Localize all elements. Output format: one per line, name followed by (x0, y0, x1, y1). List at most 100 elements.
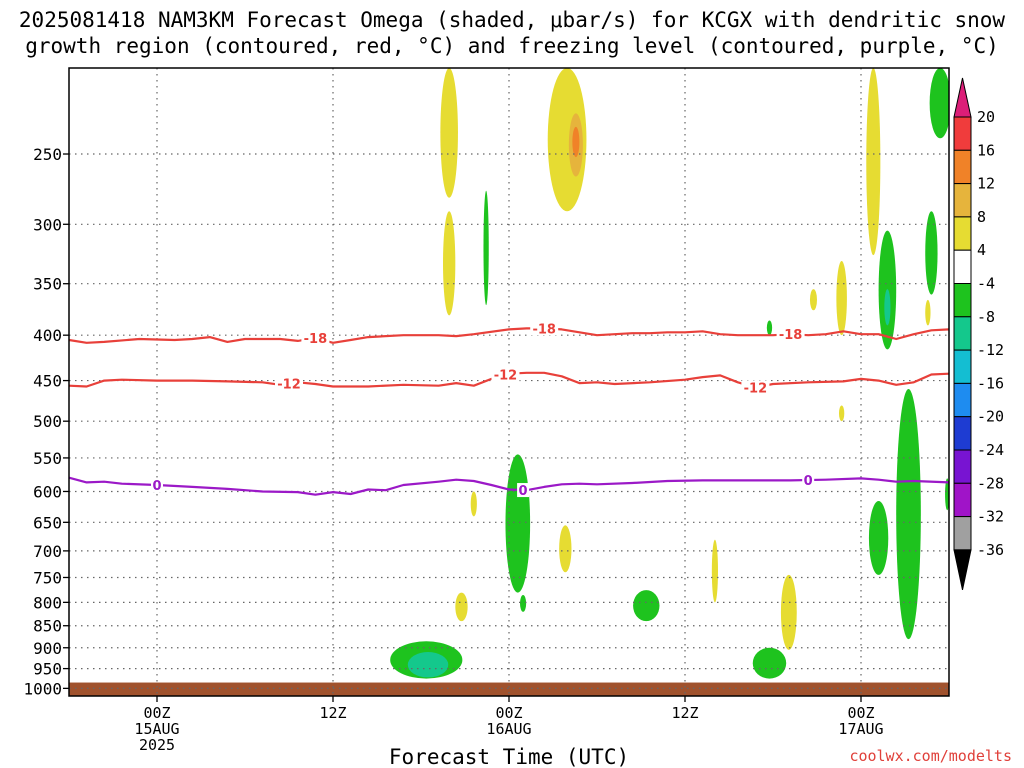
chart-title-line-1: 2025081418 NAM3KM Forecast Omega (shaded… (19, 8, 1006, 32)
colorbar-label-12: -12 (977, 341, 1004, 359)
y-axis: 250 300 350 400 450 500 550 600 650 700 750 800 850 9… (23, 145, 69, 698)
x-tick-label-10-0: 12Z (319, 704, 346, 722)
colorbar-swatch-5 (953, 283, 972, 318)
colorbar-label-20: 20 (977, 108, 995, 126)
contour-label-bg-1-0 (275, 376, 303, 391)
omega-region-2 (483, 190, 489, 306)
contour-label-0-2: -18 (779, 328, 803, 343)
contour-label-bg-0-2 (776, 327, 805, 342)
x-tick-label-30-0: 12Z (671, 704, 698, 722)
contour-label-bg-0-1 (530, 321, 559, 336)
colorbar: 20 16 12 8 4 -4 -8 -12 -16 -20 -24 -28 -32 -36 (953, 77, 1004, 591)
contour-label-0-1: -18 (532, 322, 556, 337)
omega-region-17 (766, 320, 773, 336)
contour-label-1-0: -12 (277, 378, 301, 393)
omega-region-28 (896, 389, 921, 640)
colorbar-swatch-11 (953, 482, 972, 518)
contour-label-1-1: -12 (494, 369, 518, 384)
omega-region-1 (443, 211, 456, 316)
chart-title-line-2: growth region (contoured, red, °C) and f… (25, 34, 999, 58)
x-tick-label-20-1: 16AUG (486, 720, 531, 738)
omega-region-6 (505, 454, 531, 593)
colorbar-label-32: -32 (977, 508, 1004, 526)
contour-label-2-1: 0 (519, 484, 528, 499)
colorbar-swatch-12 (953, 516, 972, 551)
colorbar-swatch-0 (953, 116, 972, 151)
colorbar-label-28: -28 (977, 474, 1004, 492)
omega-region-19 (836, 261, 847, 336)
omega-region-21 (866, 68, 881, 256)
y-tick-label-250: 250 (33, 145, 62, 164)
omega-region-26 (929, 68, 949, 139)
omega-region-8 (470, 491, 477, 517)
colorbar-bottom-arrow (953, 549, 972, 591)
x-tick-label-0-1: 15AUG (134, 720, 179, 738)
x-tick-label-0-0: 00Z (143, 704, 170, 722)
omega-region-29 (945, 478, 949, 511)
y-tick-label-950: 950 (33, 660, 62, 679)
omega-region-5 (572, 126, 580, 158)
y-tick-label-600: 600 (33, 482, 62, 501)
contour-line-12 (68, 371, 950, 389)
contour-label-bg-2-0 (151, 477, 163, 492)
omega-region-13 (633, 590, 660, 622)
contour-label-bg-2-2 (802, 473, 815, 488)
y-tick-label-500: 500 (33, 412, 62, 431)
y-tick-label-450: 450 (33, 372, 62, 391)
y-tick-label-800: 800 (33, 593, 62, 612)
y-tick-label-300: 300 (33, 215, 62, 234)
temperature-contours: -18 -18 -18 -12 -12 -12 0 0 0 (68, 321, 950, 499)
y-tick-label-700: 700 (33, 542, 62, 561)
x-tick-label-0-2: 2025 (139, 736, 175, 754)
contour-label-bg-2-1 (517, 483, 530, 498)
credit-text: coolwx.com/modelts (849, 747, 1012, 765)
colorbar-label-8: 8 (977, 208, 986, 226)
omega-region-18 (809, 289, 817, 311)
omega-region-9 (455, 592, 468, 622)
colorbar-label-16: 16 (977, 141, 995, 159)
contour-label-bg-1-1 (491, 367, 520, 382)
y-tick-label-850: 850 (33, 617, 62, 636)
ground-fill (69, 682, 949, 696)
y-tick-label-900: 900 (33, 639, 62, 658)
omega-region-25 (925, 211, 938, 295)
colorbar-swatch-9 (953, 416, 972, 451)
omega-region-16 (780, 574, 797, 650)
omega-region-24 (925, 299, 931, 326)
y-tick-label-1000: 1000 (23, 679, 62, 698)
omega-region-20 (839, 405, 845, 422)
omega-region-0 (440, 68, 458, 198)
colorbar-label-4: -4 (977, 275, 995, 293)
omega-region-14 (711, 539, 718, 603)
omega-region-12 (407, 652, 449, 678)
x-axis-label: Forecast Time (UTC) (389, 745, 629, 768)
colorbar-swatch-1 (953, 149, 972, 185)
contour-label-1-2: -12 (744, 381, 768, 396)
omega-region-23 (884, 289, 891, 326)
y-tick-label-400: 400 (33, 326, 62, 345)
colorbar-top-arrow (953, 77, 972, 118)
colorbar-swatch-2 (953, 183, 972, 218)
colorbar-label-24: -24 (977, 441, 1004, 459)
omega-region-7 (559, 525, 572, 573)
contour-label-2-0: 0 (152, 479, 161, 494)
contour-label-bg-1-2 (741, 380, 770, 395)
contour-label-bg-0-0 (301, 331, 330, 346)
colorbar-swatch-4 (953, 249, 972, 284)
colorbar-swatch-6 (953, 316, 972, 351)
colorbar-label-36: -36 (977, 541, 1004, 559)
colorbar-label-16: -16 (977, 374, 1004, 392)
ground-layer (69, 682, 949, 696)
colorbar-label-12: 12 (977, 175, 995, 193)
x-tick-label-40-1: 17AUG (838, 720, 883, 738)
omega-region-27 (868, 500, 889, 575)
y-tick-label-650: 650 (33, 513, 62, 532)
colorbar-swatch-3 (953, 216, 972, 251)
omega-region-10 (520, 595, 527, 612)
colorbar-swatch-10 (953, 449, 972, 484)
x-tick-label-40-0: 00Z (847, 704, 874, 722)
colorbar-label-8: -8 (977, 308, 995, 326)
x-tick-label-20-0: 00Z (495, 704, 522, 722)
